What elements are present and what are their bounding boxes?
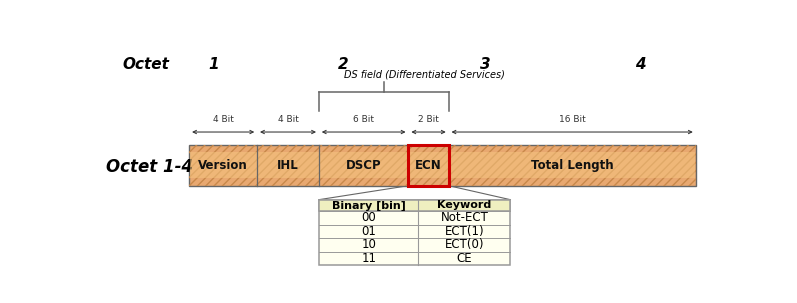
- Text: 4 Bit: 4 Bit: [277, 115, 298, 124]
- Text: 16 Bit: 16 Bit: [559, 115, 586, 124]
- Text: 01: 01: [361, 225, 376, 238]
- Text: 4 Bit: 4 Bit: [213, 115, 234, 124]
- Bar: [319, 200, 510, 211]
- Text: 6 Bit: 6 Bit: [353, 115, 374, 124]
- Text: 3: 3: [481, 57, 491, 72]
- Text: Binary [bin]: Binary [bin]: [332, 200, 406, 211]
- Text: Total Length: Total Length: [531, 159, 614, 172]
- Text: DS field (Differentiated Services): DS field (Differentiated Services): [344, 69, 505, 79]
- Text: 11: 11: [361, 252, 376, 265]
- Bar: [189, 145, 696, 186]
- Text: DSCP: DSCP: [346, 159, 382, 172]
- Bar: [408, 145, 449, 186]
- Text: 2 Bit: 2 Bit: [418, 115, 439, 124]
- Text: Version: Version: [198, 159, 248, 172]
- Text: Keyword: Keyword: [438, 200, 492, 210]
- Text: 2: 2: [338, 57, 349, 72]
- Text: IHL: IHL: [277, 159, 299, 172]
- Text: Octet: Octet: [123, 57, 170, 72]
- Text: 4: 4: [634, 57, 646, 72]
- Text: 10: 10: [361, 238, 376, 251]
- Text: ECT(0): ECT(0): [445, 238, 484, 251]
- Bar: [319, 200, 510, 265]
- Text: Not-ECT: Not-ECT: [441, 211, 489, 224]
- Text: CE: CE: [457, 252, 473, 265]
- Text: 00: 00: [361, 211, 376, 224]
- Text: 1: 1: [209, 57, 219, 72]
- Text: ECT(1): ECT(1): [445, 225, 485, 238]
- Text: Octet 1-4: Octet 1-4: [106, 158, 193, 176]
- Bar: [189, 145, 696, 186]
- Text: ECN: ECN: [415, 159, 442, 172]
- Bar: [190, 152, 695, 178]
